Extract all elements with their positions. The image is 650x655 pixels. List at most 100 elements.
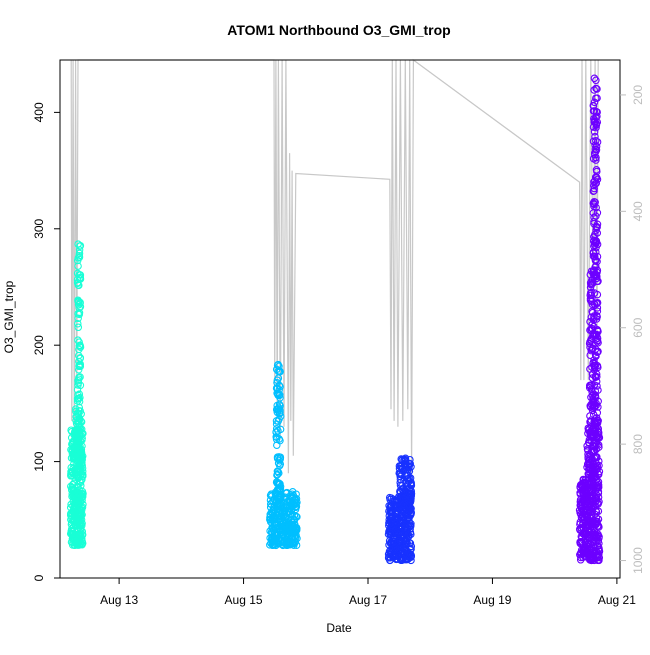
data-point: [589, 316, 598, 324]
data-point: [577, 537, 586, 546]
data-point: [274, 468, 282, 476]
data-point: [273, 401, 281, 410]
x-tick-label: Aug 13: [100, 593, 138, 607]
data-point: [71, 455, 80, 463]
data-point: [590, 233, 598, 241]
x-tick-label: Aug 17: [349, 593, 387, 607]
data-point: [387, 500, 395, 508]
data-point: [588, 374, 597, 382]
data-points-layer: [66, 74, 604, 565]
data-point: [276, 367, 284, 376]
data-point: [593, 85, 601, 93]
y-tick-label: 300: [32, 218, 46, 238]
x-axis-title: Date: [326, 621, 352, 635]
data-point: [592, 120, 601, 129]
y-tick-label: 100: [32, 451, 46, 471]
data-point: [587, 346, 595, 355]
data-point: [276, 412, 285, 420]
data-point: [588, 332, 597, 340]
axes-layer: 0 100 200 300 400 Aug 13 Aug 15 Aug 17 Aug 19 Aug…: [32, 59, 645, 607]
data-point: [590, 381, 599, 389]
data-point: [74, 240, 82, 248]
data-point: [578, 511, 586, 520]
data-point: [73, 256, 82, 265]
data-point: [75, 477, 84, 486]
data-point: [578, 529, 587, 538]
data-point: [66, 511, 75, 520]
data-point: [593, 304, 602, 312]
data-point: [273, 384, 282, 393]
data-point: [268, 541, 277, 550]
data-point: [590, 149, 599, 157]
data-point: [584, 438, 593, 447]
data-point: [276, 402, 284, 410]
data-point: [585, 554, 593, 562]
data-point: [593, 266, 602, 274]
data-point: [289, 526, 298, 535]
data-point: [74, 416, 82, 425]
data-point: [274, 390, 282, 398]
data-point: [593, 326, 602, 335]
data-point: [586, 291, 594, 299]
x-tick-label: Aug 19: [473, 593, 511, 607]
data-point: [274, 502, 283, 510]
data-point: [594, 441, 603, 449]
data-point: [576, 481, 585, 489]
data-point: [75, 338, 83, 346]
data-point: [274, 374, 283, 382]
data-point: [397, 455, 405, 463]
data-point: [587, 280, 595, 289]
data-point: [74, 301, 83, 309]
data-point: [577, 510, 585, 519]
data-point: [398, 554, 407, 563]
data-point: [72, 416, 80, 425]
data-point: [589, 448, 597, 456]
data-point: [588, 391, 597, 400]
data-point: [592, 434, 601, 442]
data-point: [592, 237, 600, 246]
data-point: [276, 394, 284, 402]
data-point: [71, 498, 79, 506]
data-point: [590, 417, 599, 426]
data-point: [391, 516, 399, 524]
data-point: [386, 550, 395, 558]
data-point: [390, 537, 398, 546]
data-point: [78, 537, 86, 546]
data-point: [76, 513, 85, 521]
data-point: [75, 422, 84, 430]
data-point: [592, 262, 600, 270]
data-point: [272, 425, 281, 433]
data-point: [582, 491, 590, 499]
right-y-tick-label: 200: [631, 85, 645, 105]
data-point: [407, 479, 415, 488]
altitude-trace-layer: [70, 58, 599, 474]
data-point: [287, 499, 296, 508]
data-point: [293, 513, 301, 521]
data-point: [276, 480, 284, 488]
data-point: [76, 407, 84, 415]
y-tick-label: 400: [32, 102, 46, 122]
data-point: [589, 516, 597, 525]
data-point: [292, 494, 301, 503]
data-point: [276, 492, 284, 500]
right-y-tick-label: 600: [631, 317, 645, 337]
data-point: [76, 436, 85, 445]
data-point: [75, 249, 84, 258]
data-point: [270, 503, 278, 511]
data-point: [586, 283, 595, 292]
data-point: [591, 180, 599, 188]
data-point: [386, 525, 394, 533]
data-point: [593, 307, 602, 315]
data-point: [75, 342, 84, 350]
data-point: [586, 412, 594, 420]
data-point: [266, 527, 274, 535]
data-point: [74, 314, 82, 323]
data-point: [69, 534, 78, 543]
data-point: [591, 252, 599, 261]
x-tick-label: Aug 15: [225, 593, 263, 607]
data-point: [407, 530, 415, 539]
data-point: [276, 507, 285, 515]
data-point: [74, 323, 83, 332]
data-point: [406, 511, 415, 520]
